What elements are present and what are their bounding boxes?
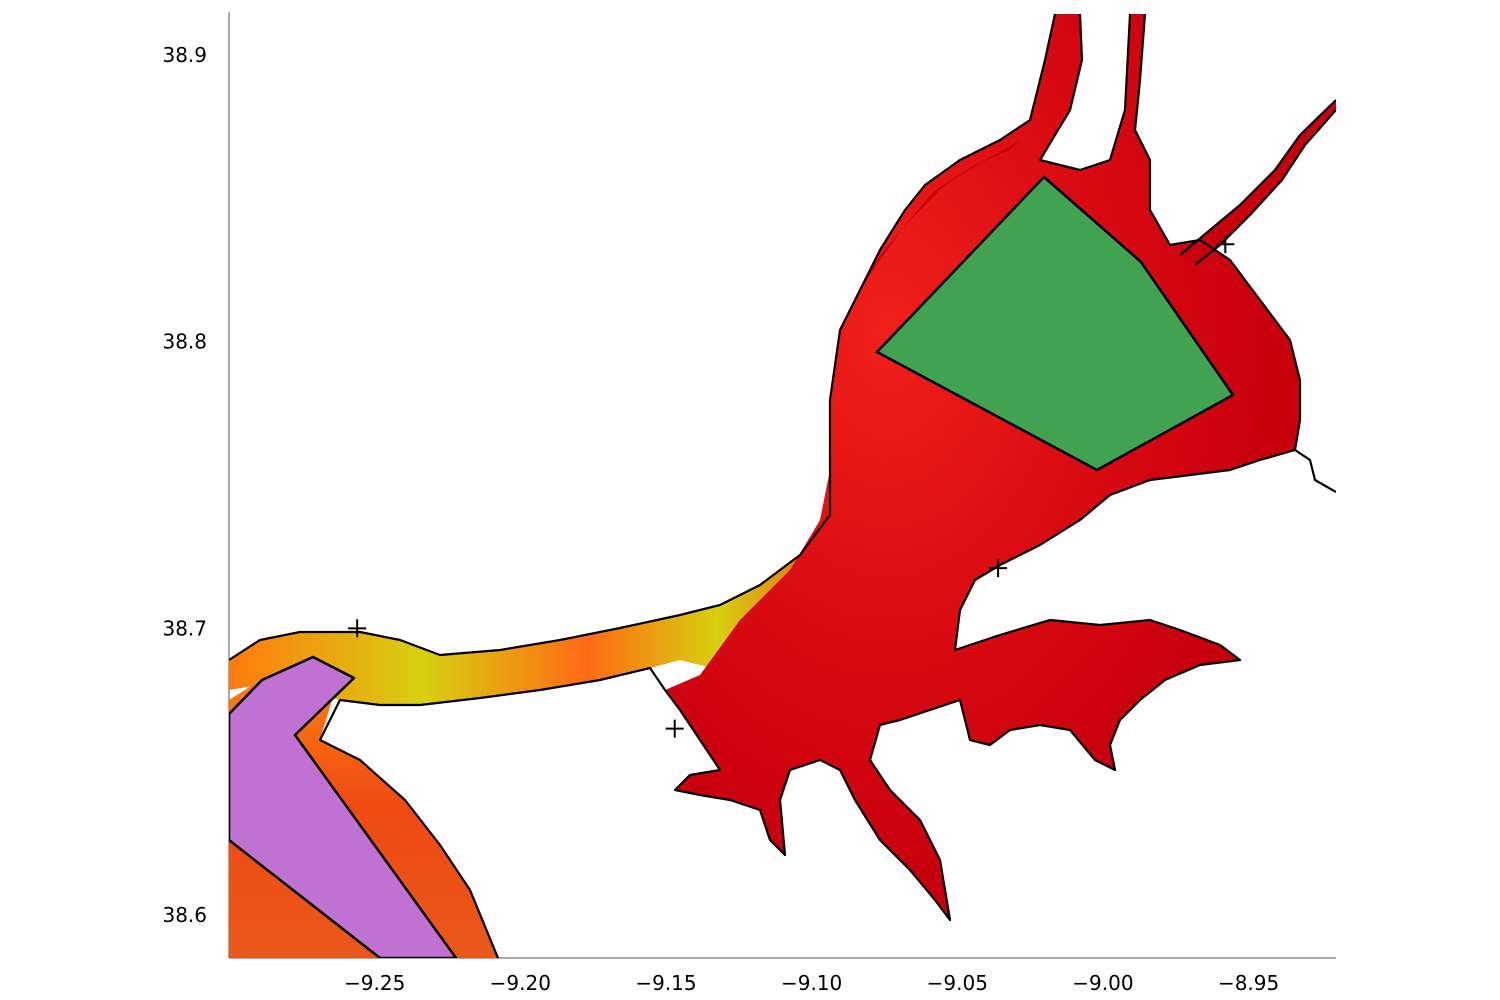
y-tick-label: 38.7 — [162, 616, 207, 640]
x-tick-label: −9.05 — [927, 971, 988, 995]
coastline-island — [1038, 13, 1132, 172]
axes: −9.25 −9.20 −9.15 −9.10 −9.05 −9.00 −8.95 38.6… — [162, 12, 1336, 995]
coastline-east — [1133, 13, 1336, 493]
y-tick-label: 38.8 — [162, 330, 207, 354]
x-tick-label: −9.00 — [1072, 971, 1133, 995]
coastline — [229, 13, 1336, 958]
station-markers — [348, 235, 1235, 738]
x-tick-labels: −9.25 −9.20 −9.15 −9.10 −9.05 −9.00 −8.95 — [344, 971, 1279, 995]
station-marker — [348, 619, 367, 638]
x-tick-label: −9.20 — [490, 971, 551, 995]
northeast-river — [1180, 100, 1336, 265]
coastline-northeast-river — [1179, 99, 1336, 266]
y-tick-labels: 38.6 38.7 38.8 38.9 — [162, 43, 207, 927]
zone-north-polygon — [875, 175, 1235, 472]
x-tick-label: −9.15 — [635, 971, 696, 995]
coastline-north — [229, 13, 1057, 661]
x-tick-label: −9.10 — [781, 971, 842, 995]
inner-bay — [665, 14, 1300, 920]
coastline-south — [318, 448, 1296, 958]
y-tick-label: 38.9 — [162, 43, 207, 67]
station-marker — [989, 559, 1008, 578]
x-tick-label: −9.25 — [344, 971, 405, 995]
y-tick-label: 38.6 — [162, 903, 207, 927]
station-marker — [665, 719, 684, 738]
x-tick-label: −8.95 — [1218, 971, 1279, 995]
zone-southwest-polygon — [229, 655, 458, 958]
station-marker — [1216, 235, 1235, 254]
